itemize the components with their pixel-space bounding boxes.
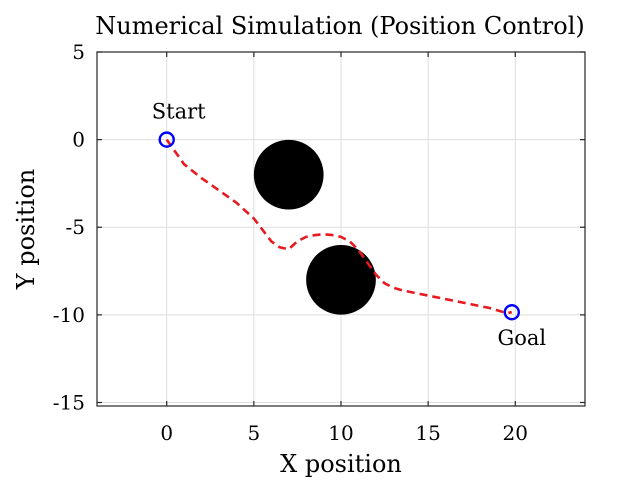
y-tick-label: 5 <box>72 40 85 64</box>
chart-title: Numerical Simulation (Position Control) <box>95 12 585 40</box>
goal-label: Goal <box>497 326 546 350</box>
y-tick-label: -15 <box>53 390 85 414</box>
start-label: Start <box>152 100 206 124</box>
plot-area: Start Goal 0 5 10 15 20 5 0 -5 -10 -15 <box>53 40 586 445</box>
x-tick-label: 5 <box>247 421 260 445</box>
x-axis-label: X position <box>280 450 402 478</box>
y-tick-label: 0 <box>72 128 85 152</box>
start-marker <box>158 131 175 148</box>
goal-marker <box>503 304 520 321</box>
y-tick-label: -5 <box>66 215 85 239</box>
trajectory-path <box>165 138 513 315</box>
x-tick-label: 0 <box>160 421 173 445</box>
y-axis-label: Y position <box>12 169 40 291</box>
obstacle-circle <box>253 139 324 210</box>
y-tick-label: -10 <box>53 303 85 327</box>
x-tick-label: 20 <box>503 421 528 445</box>
x-tick-label: 15 <box>415 421 440 445</box>
obstacle-circle <box>306 244 376 315</box>
x-tick-label: 10 <box>328 421 353 445</box>
